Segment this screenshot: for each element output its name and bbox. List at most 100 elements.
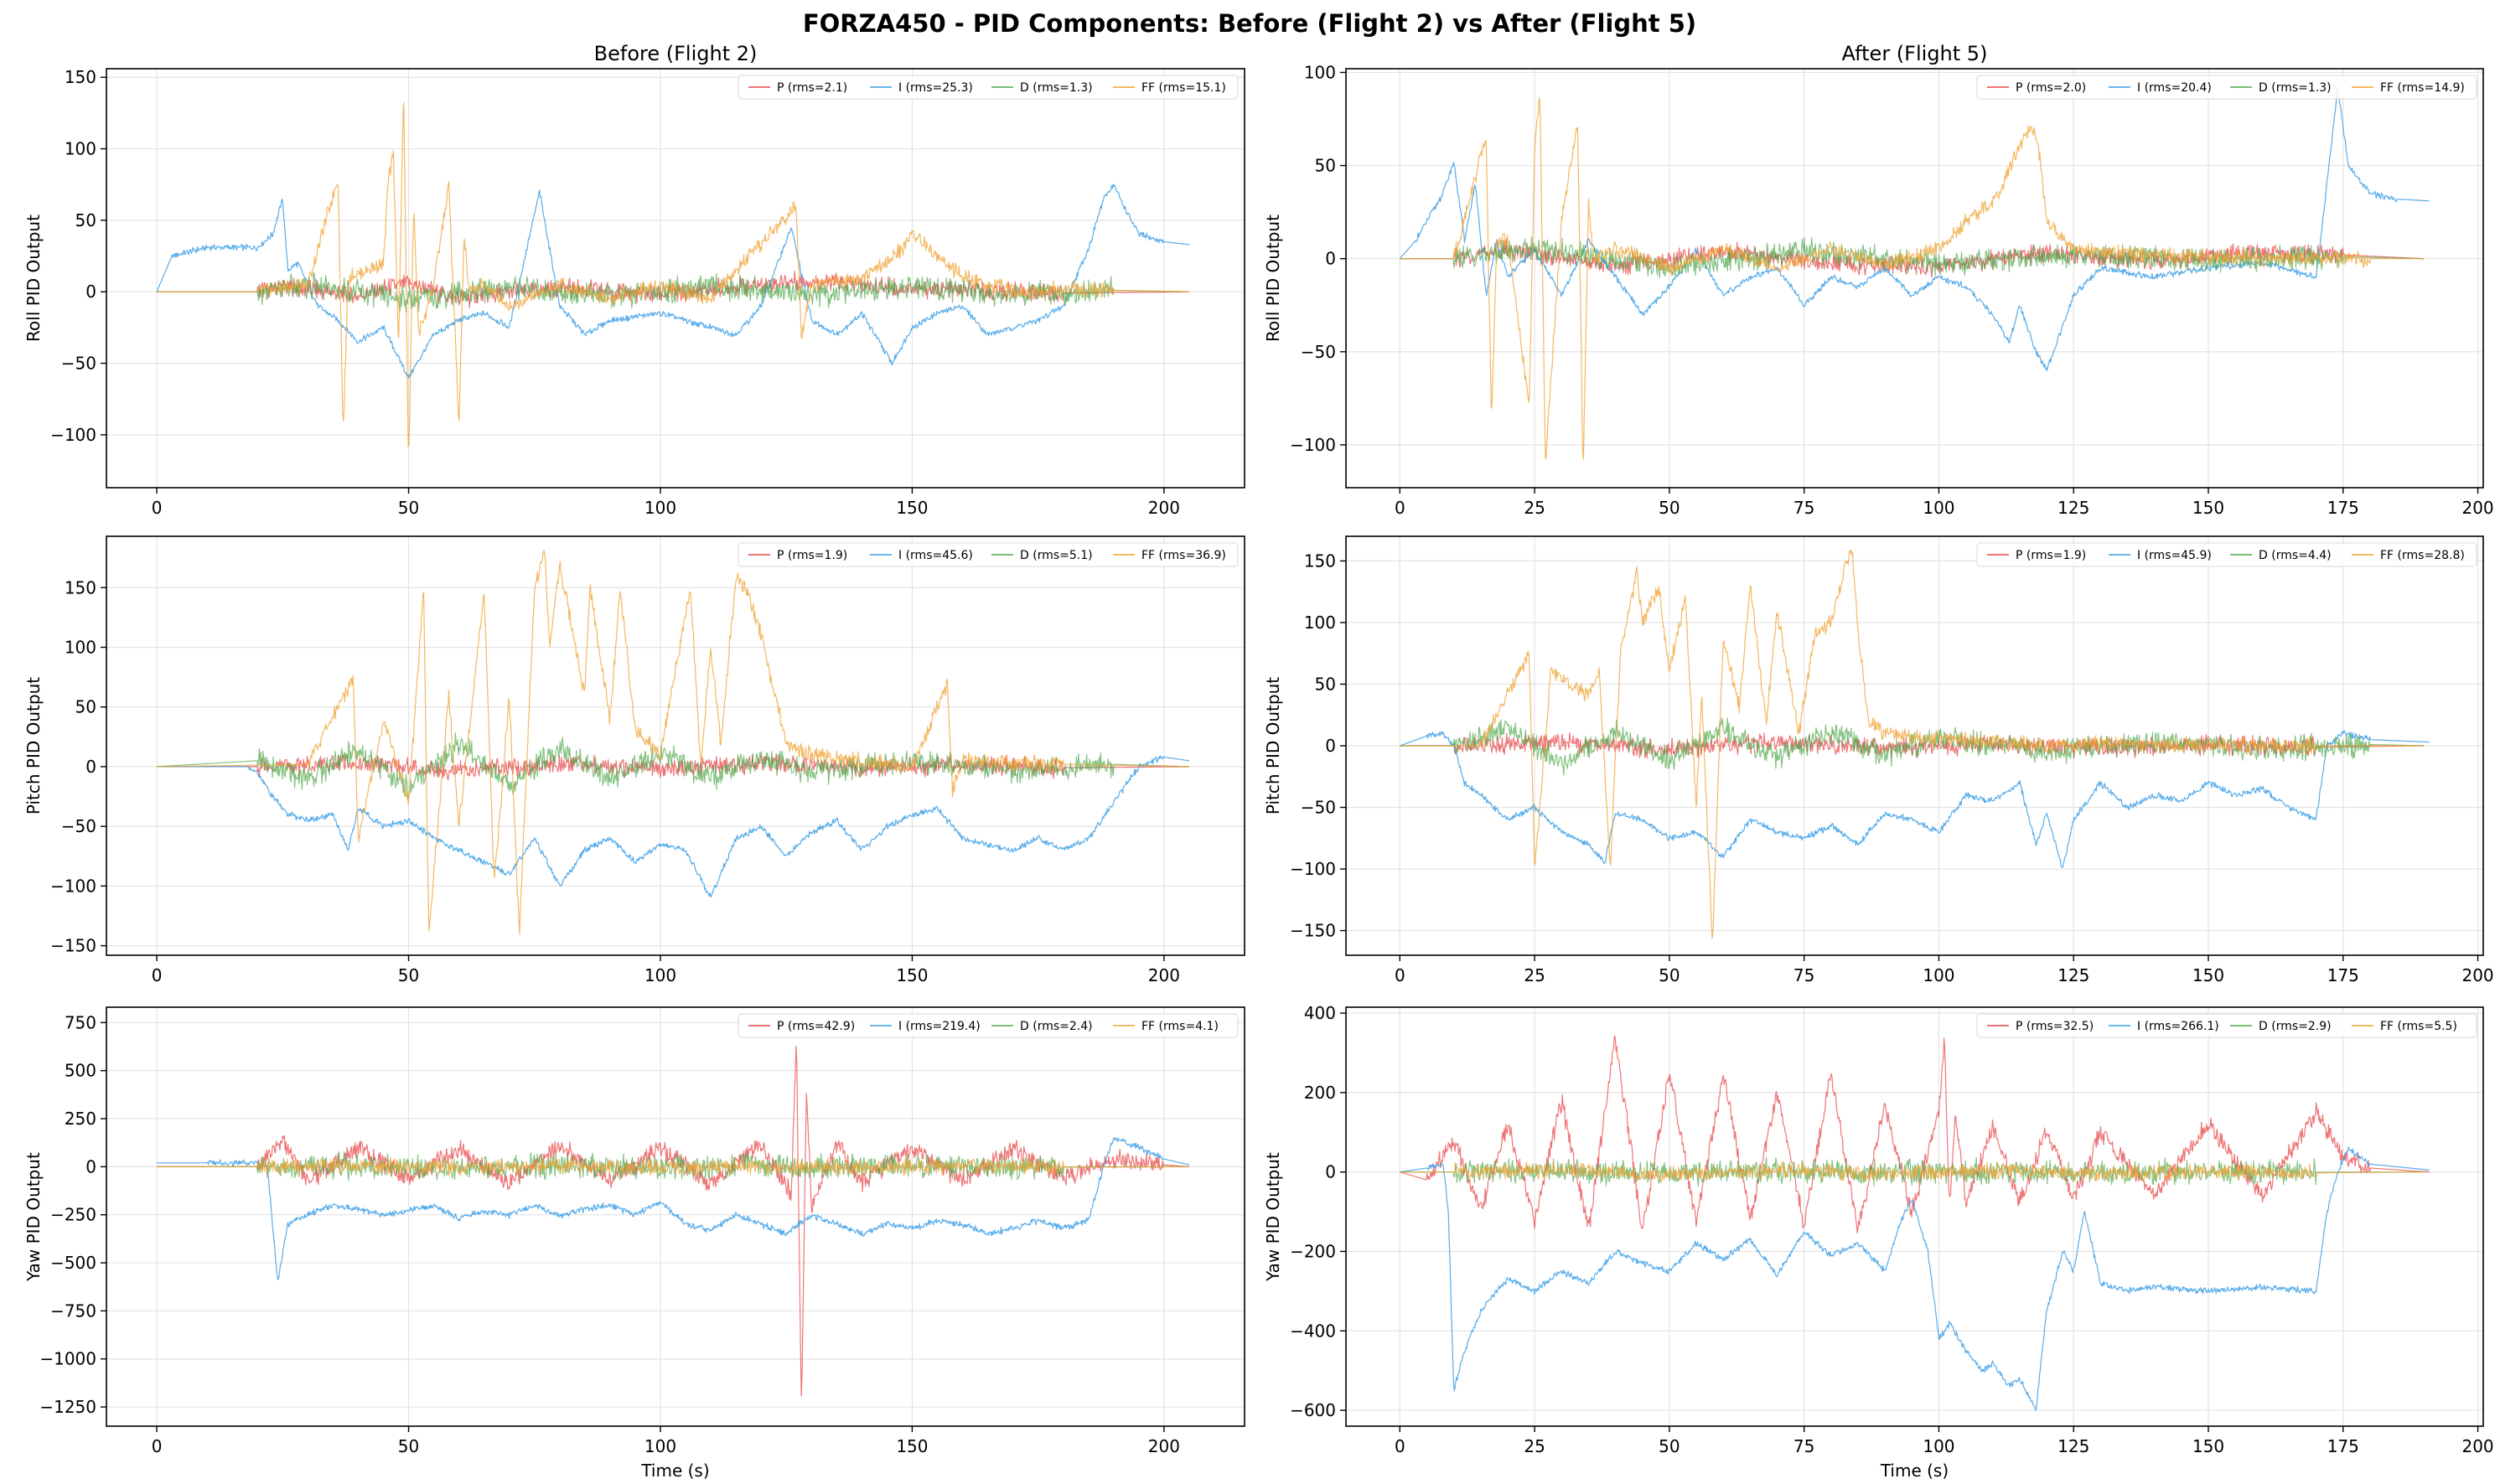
plot-frame xyxy=(106,1006,1245,1427)
x-axis-label: Time (s) xyxy=(640,1461,709,1481)
y-tick-label: −1000 xyxy=(39,1349,96,1369)
y-tick-label: −200 xyxy=(1290,1241,1336,1261)
x-tick-label: 125 xyxy=(2057,965,2089,985)
x-tick-label: 0 xyxy=(1395,498,1405,518)
plot-frame xyxy=(1345,68,2484,489)
x-tick-label: 200 xyxy=(2461,498,2493,518)
legend: P (rms=1.9) I (rms=45.6) D (rms=5.1) FF (rm… xyxy=(738,542,1239,567)
y-axis-label: Yaw PID Output xyxy=(23,1152,44,1282)
y-tick-label: 0 xyxy=(85,282,96,302)
y-tick-label: −100 xyxy=(50,425,96,445)
legend-box xyxy=(1976,75,2477,100)
x-tick-label: 75 xyxy=(1793,1436,1814,1456)
plot-frame xyxy=(106,68,1245,489)
legend-label-ff: FF (rms=15.1) xyxy=(1141,81,1226,95)
legend-label-p: P (rms=32.5) xyxy=(2016,1020,2094,1033)
x-tick-label: 50 xyxy=(1659,1436,1680,1456)
series-line-i xyxy=(157,1137,1190,1280)
legend-label-d: D (rms=2.4) xyxy=(1020,1020,1093,1033)
series-line-i xyxy=(1400,730,2430,868)
x-tick-label: 150 xyxy=(2192,965,2224,985)
series-line-d xyxy=(1400,717,2425,776)
x-tick-label: 75 xyxy=(1793,498,1814,518)
legend-box xyxy=(738,1013,1239,1038)
y-tick-label: −50 xyxy=(61,354,96,374)
x-tick-label: 50 xyxy=(1659,965,1680,985)
legend-label-ff: FF (rms=4.1) xyxy=(1141,1020,1219,1033)
y-tick-label: 50 xyxy=(75,697,96,717)
x-tick-label: 200 xyxy=(1148,965,1180,985)
x-tick-label: 100 xyxy=(1923,498,1954,518)
legend: P (rms=2.1) I (rms=25.3) D (rms=1.3) FF (rm… xyxy=(738,75,1239,100)
x-tick-label: 25 xyxy=(1524,965,1545,985)
chart-yaw-after: 0 25 50 75 100 125 150 175 200 −600 −400 −200 0 200 40… xyxy=(1263,1003,2494,1481)
y-tick-label: −600 xyxy=(1290,1400,1336,1420)
series-group xyxy=(156,101,1189,447)
series-line-ff xyxy=(157,550,1189,935)
series-group xyxy=(1399,87,2430,460)
y-tick-label: −150 xyxy=(1290,921,1336,941)
series-line-d xyxy=(157,732,1189,800)
legend-label-ff: FF (rms=28.8) xyxy=(2380,549,2465,562)
x-tick-label: 200 xyxy=(2461,1436,2493,1456)
legend-label-ff: FF (rms=14.9) xyxy=(2380,81,2465,95)
x-tick-label: 100 xyxy=(644,1436,676,1456)
y-tick-label: 100 xyxy=(65,139,96,159)
x-tick-label: 150 xyxy=(896,965,928,985)
legend-label-i: I (rms=266.1) xyxy=(2137,1020,2219,1033)
legend: P (rms=2.0) I (rms=20.4) D (rms=1.3) FF (rm… xyxy=(1976,75,2477,100)
y-axis-label: Yaw PID Output xyxy=(1263,1152,1283,1282)
legend-label-p: P (rms=42.9) xyxy=(777,1020,855,1033)
y-axis-label: Pitch PID Output xyxy=(23,677,44,814)
y-tick-label: 0 xyxy=(85,1156,96,1176)
y-axis-label: Roll PID Output xyxy=(1263,215,1283,342)
y-tick-label: 0 xyxy=(1325,1162,1336,1182)
y-tick-label: −400 xyxy=(1290,1321,1336,1341)
x-tick-label: 200 xyxy=(2461,965,2493,985)
series-line-ff xyxy=(1400,1161,2425,1183)
y-tick-label: −50 xyxy=(61,816,96,836)
y-tick-label: 150 xyxy=(65,67,96,87)
x-tick-label: 100 xyxy=(1923,965,1954,985)
x-tick-label: 0 xyxy=(152,965,163,985)
x-tick-label: 175 xyxy=(2327,1436,2359,1456)
legend: P (rms=1.9) I (rms=45.9) D (rms=4.4) FF (rm… xyxy=(1976,542,2477,567)
series-group xyxy=(1400,1035,2430,1411)
y-tick-label: 250 xyxy=(65,1109,96,1129)
x-tick-label: 0 xyxy=(152,1436,163,1456)
legend-box xyxy=(1976,542,2477,567)
chart-pitch-after: 0 25 50 75 100 125 150 175 200 −150 −100 −50 0 50 100 1… xyxy=(1263,535,2494,985)
x-tick-label: 125 xyxy=(2057,1436,2089,1456)
y-tick-label: 0 xyxy=(1325,249,1336,269)
series-line-i xyxy=(157,755,1189,898)
x-tick-label: 50 xyxy=(398,498,419,518)
x-tick-label: 50 xyxy=(1659,498,1680,518)
y-tick-label: 200 xyxy=(1304,1083,1336,1103)
series-line-ff xyxy=(1400,97,2425,460)
figure-title: FORZA450 - PID Components: Before (Fligh… xyxy=(803,9,1696,38)
y-tick-label: 500 xyxy=(65,1061,96,1081)
x-tick-label: 175 xyxy=(2327,965,2359,985)
x-tick-label: 0 xyxy=(1395,1436,1405,1456)
series-line-i xyxy=(1400,1146,2430,1411)
x-tick-label: 125 xyxy=(2057,498,2089,518)
y-tick-label: 150 xyxy=(1304,551,1336,571)
legend-label-ff: FF (rms=36.9) xyxy=(1141,549,1226,562)
x-tick-label: 175 xyxy=(2327,498,2359,518)
series-group xyxy=(1400,550,2430,939)
y-tick-label: −100 xyxy=(1290,435,1336,455)
y-tick-label: −1250 xyxy=(39,1397,96,1417)
series-group xyxy=(157,1046,1190,1397)
legend: P (rms=32.5) I (rms=266.1) D (rms=2.9) FF (… xyxy=(1976,1013,2477,1038)
y-tick-label: 50 xyxy=(1315,674,1336,694)
y-tick-label: −750 xyxy=(50,1300,96,1321)
legend-label-d: D (rms=1.3) xyxy=(2259,81,2332,95)
y-tick-label: 50 xyxy=(1315,156,1336,176)
y-tick-label: −250 xyxy=(50,1205,96,1225)
x-tick-label: 50 xyxy=(398,965,419,985)
subplot-title: After (Flight 5) xyxy=(1842,42,1988,65)
y-tick-label: −100 xyxy=(50,876,96,896)
x-tick-label: 25 xyxy=(1524,1436,1545,1456)
legend-label-i: I (rms=45.9) xyxy=(2137,549,2212,562)
